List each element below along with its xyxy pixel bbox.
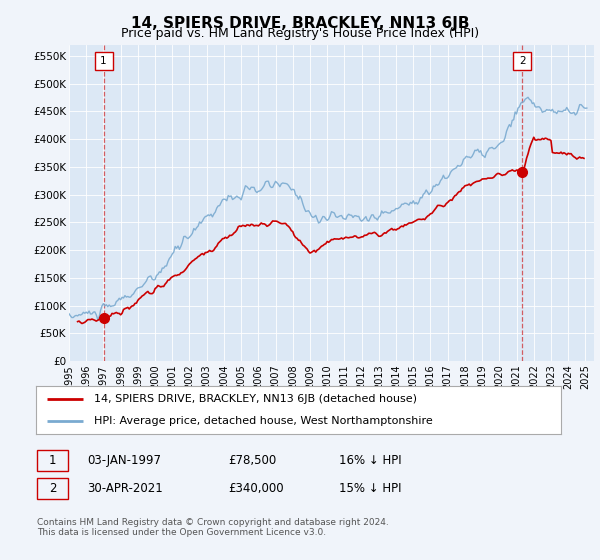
Text: Price paid vs. HM Land Registry's House Price Index (HPI): Price paid vs. HM Land Registry's House … xyxy=(121,27,479,40)
Text: 16% ↓ HPI: 16% ↓ HPI xyxy=(339,454,401,467)
Text: £78,500: £78,500 xyxy=(228,454,276,467)
Text: 14, SPIERS DRIVE, BRACKLEY, NN13 6JB: 14, SPIERS DRIVE, BRACKLEY, NN13 6JB xyxy=(131,16,469,31)
Text: HPI: Average price, detached house, West Northamptonshire: HPI: Average price, detached house, West… xyxy=(94,416,433,426)
Text: 1: 1 xyxy=(100,57,107,67)
Text: 2: 2 xyxy=(49,482,56,495)
Text: Contains HM Land Registry data © Crown copyright and database right 2024.
This d: Contains HM Land Registry data © Crown c… xyxy=(37,518,389,538)
Text: 2: 2 xyxy=(519,57,526,67)
Text: 03-JAN-1997: 03-JAN-1997 xyxy=(87,454,161,467)
Text: 15% ↓ HPI: 15% ↓ HPI xyxy=(339,482,401,495)
Text: £340,000: £340,000 xyxy=(228,482,284,495)
Text: 14, SPIERS DRIVE, BRACKLEY, NN13 6JB (detached house): 14, SPIERS DRIVE, BRACKLEY, NN13 6JB (de… xyxy=(94,394,417,404)
Text: 30-APR-2021: 30-APR-2021 xyxy=(87,482,163,495)
Text: 1: 1 xyxy=(49,454,56,467)
